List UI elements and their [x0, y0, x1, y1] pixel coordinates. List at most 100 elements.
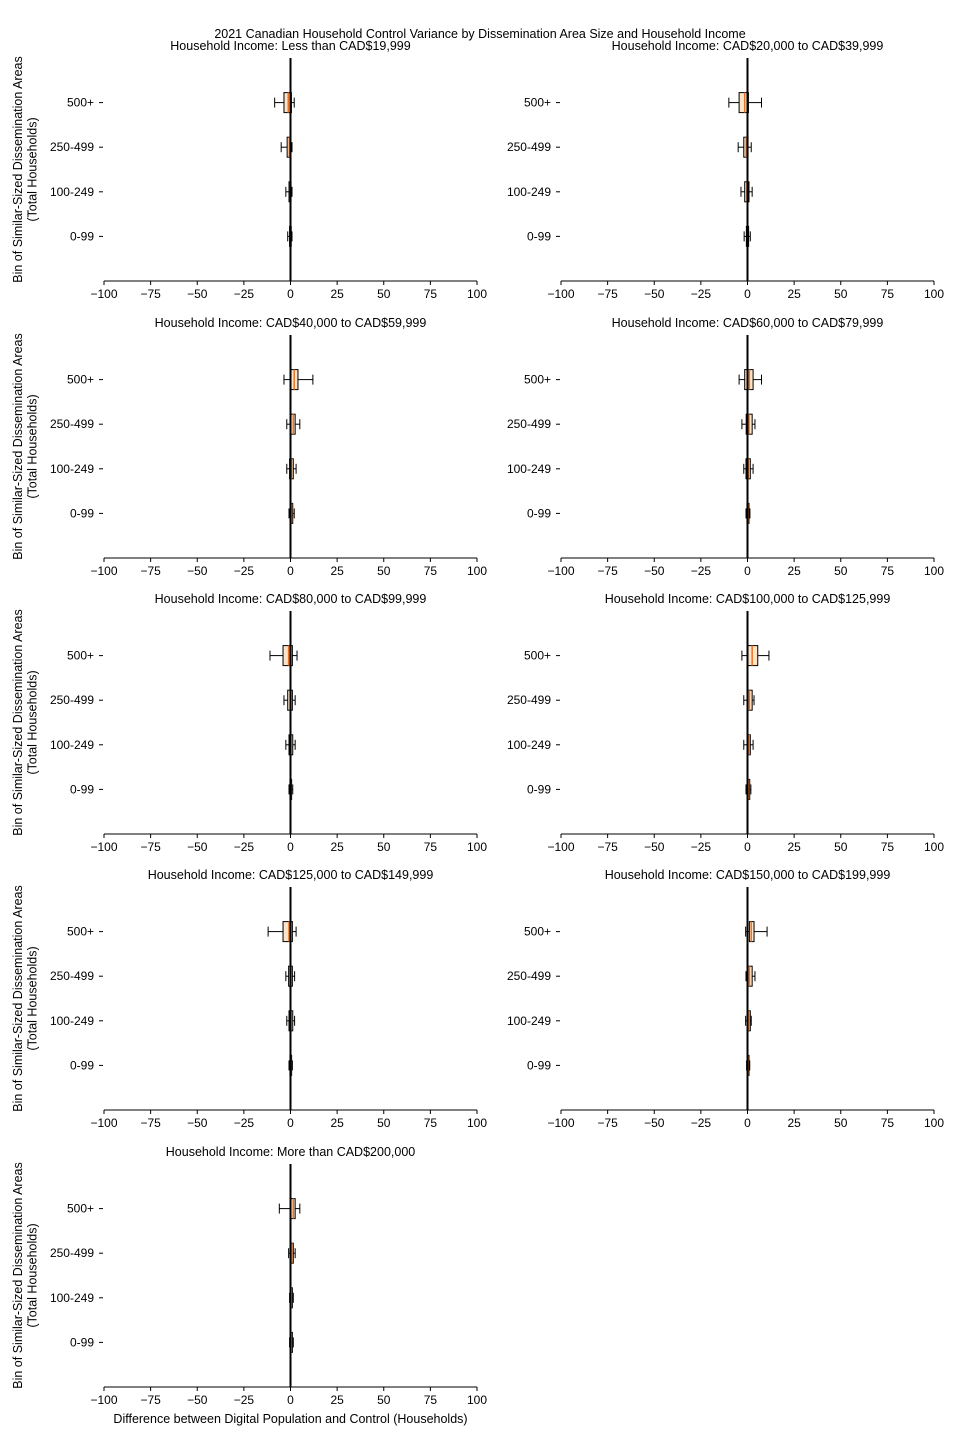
panel-2: Household Income: CAD$20,000 to CAD$39,9… — [507, 39, 944, 301]
x-tick-label: 50 — [834, 1116, 848, 1130]
x-tick-label: 0 — [287, 1393, 294, 1407]
x-tick-label: 75 — [424, 840, 438, 854]
x-tick-label: 50 — [377, 564, 391, 578]
y-axis-label-line: Bin of Similar-Sized Dissemination Areas — [11, 885, 25, 1111]
x-tick-label: −25 — [234, 1393, 255, 1407]
x-tick-label: −100 — [90, 1116, 117, 1130]
x-tick-label: 100 — [924, 1116, 944, 1130]
x-tick-label: 25 — [787, 1116, 801, 1130]
y-tick-label: 0-99 — [70, 229, 94, 243]
panel-title: Household Income: Less than CAD$19,999 — [170, 39, 410, 53]
y-tick-label: 250-499 — [507, 693, 551, 707]
y-tick-label: 100-249 — [507, 1014, 551, 1028]
y-axis-label-line: (Total Households) — [25, 670, 39, 774]
y-tick-label: 0-99 — [70, 1058, 94, 1072]
x-tick-label: 50 — [834, 564, 848, 578]
x-tick-label: −75 — [140, 1116, 161, 1130]
y-axis-label: Bin of Similar-Sized Dissemination Areas… — [11, 1162, 39, 1388]
x-tick-label: −100 — [547, 564, 574, 578]
y-axis-label: Bin of Similar-Sized Dissemination Areas… — [11, 333, 39, 559]
y-tick-label: 100-249 — [507, 738, 551, 752]
panel-7: Household Income: CAD$125,000 to CAD$149… — [11, 868, 487, 1130]
x-tick-label: 100 — [467, 1116, 487, 1130]
box-500+ — [745, 921, 768, 943]
x-tick-label: −100 — [547, 1116, 574, 1130]
x-tick-label: 100 — [924, 287, 944, 301]
y-tick-label: 100-249 — [50, 1291, 94, 1305]
x-tick-label: −50 — [644, 1116, 665, 1130]
y-tick-label: 100-249 — [50, 462, 94, 476]
y-axis-label-line: Bin of Similar-Sized Dissemination Areas — [11, 1162, 25, 1388]
box-500+ — [728, 92, 762, 114]
y-tick-label: 500+ — [524, 925, 551, 939]
box-iqr — [282, 645, 293, 667]
y-tick-label: 500+ — [524, 96, 551, 110]
y-tick-label: 100-249 — [50, 1014, 94, 1028]
y-tick-label: 0-99 — [70, 506, 94, 520]
box-iqr — [282, 921, 293, 943]
x-tick-label: −50 — [187, 1393, 208, 1407]
x-tick-label: −50 — [644, 564, 665, 578]
x-tick-label: −50 — [644, 287, 665, 301]
x-tick-label: 50 — [377, 1393, 391, 1407]
x-tick-label: 25 — [787, 287, 801, 301]
x-tick-label: 100 — [467, 1393, 487, 1407]
y-tick-label: 0-99 — [70, 1335, 94, 1349]
x-tick-label: −75 — [597, 564, 618, 578]
x-tick-label: −100 — [90, 564, 117, 578]
x-tick-label: 0 — [744, 564, 751, 578]
x-tick-label: 75 — [881, 287, 895, 301]
x-tick-label: −25 — [234, 840, 255, 854]
x-tick-label: 100 — [467, 564, 487, 578]
panel-title: Household Income: CAD$150,000 to CAD$199… — [605, 868, 891, 882]
panel-3: Household Income: CAD$40,000 to CAD$59,9… — [11, 316, 487, 578]
panel-title: Household Income: CAD$40,000 to CAD$59,9… — [155, 316, 427, 330]
y-axis-label-line: Bin of Similar-Sized Dissemination Areas — [11, 333, 25, 559]
x-tick-label: −25 — [234, 564, 255, 578]
panel-1: Household Income: Less than CAD$19,999 Bi… — [11, 39, 487, 301]
x-tick-label: −75 — [140, 1393, 161, 1407]
y-axis-label-line: (Total Households) — [25, 1223, 39, 1327]
x-tick-label: 100 — [924, 564, 944, 578]
box-500+ — [741, 645, 770, 667]
x-tick-label: 25 — [330, 564, 344, 578]
y-axis-label-line: (Total Households) — [25, 946, 39, 1050]
x-tick-label: 0 — [287, 287, 294, 301]
x-tick-label: −25 — [234, 1116, 255, 1130]
x-tick-label: −25 — [691, 564, 712, 578]
x-axis-label: Difference between Digital Population an… — [113, 1412, 467, 1426]
x-tick-label: −50 — [187, 564, 208, 578]
x-tick-label: 100 — [467, 840, 487, 854]
y-tick-label: 500+ — [524, 373, 551, 387]
x-tick-label: −25 — [234, 287, 255, 301]
y-tick-label: 250-499 — [50, 693, 94, 707]
box-500+ — [269, 645, 298, 667]
x-tick-label: 50 — [834, 287, 848, 301]
y-tick-label: 0-99 — [527, 229, 551, 243]
x-tick-label: 25 — [330, 287, 344, 301]
y-tick-label: 250-499 — [50, 417, 94, 431]
x-tick-label: 0 — [287, 1116, 294, 1130]
panel-title: Household Income: CAD$60,000 to CAD$79,9… — [612, 316, 884, 330]
x-tick-label: 50 — [834, 840, 848, 854]
x-tick-label: −75 — [140, 287, 161, 301]
y-axis-label: Bin of Similar-Sized Dissemination Areas… — [11, 56, 39, 282]
x-tick-label: 75 — [881, 840, 895, 854]
panel-title: Household Income: CAD$80,000 to CAD$99,9… — [155, 592, 427, 606]
box-250-499 — [286, 413, 301, 435]
box-250-499 — [741, 413, 756, 435]
x-tick-label: −50 — [187, 840, 208, 854]
x-tick-label: −50 — [187, 1116, 208, 1130]
y-axis-label-line: Bin of Similar-Sized Dissemination Areas — [11, 56, 25, 282]
y-tick-label: 500+ — [67, 925, 94, 939]
panel-title: Household Income: CAD$125,000 to CAD$149… — [148, 868, 434, 882]
y-tick-label: 250-499 — [507, 417, 551, 431]
x-tick-label: −100 — [90, 1393, 117, 1407]
x-tick-label: 75 — [424, 1116, 438, 1130]
y-axis-label-line: (Total Households) — [25, 394, 39, 498]
y-tick-label: 0-99 — [527, 782, 551, 796]
y-tick-label: 0-99 — [527, 506, 551, 520]
y-tick-label: 250-499 — [50, 140, 94, 154]
x-tick-label: 0 — [744, 1116, 751, 1130]
x-tick-label: −100 — [90, 840, 117, 854]
